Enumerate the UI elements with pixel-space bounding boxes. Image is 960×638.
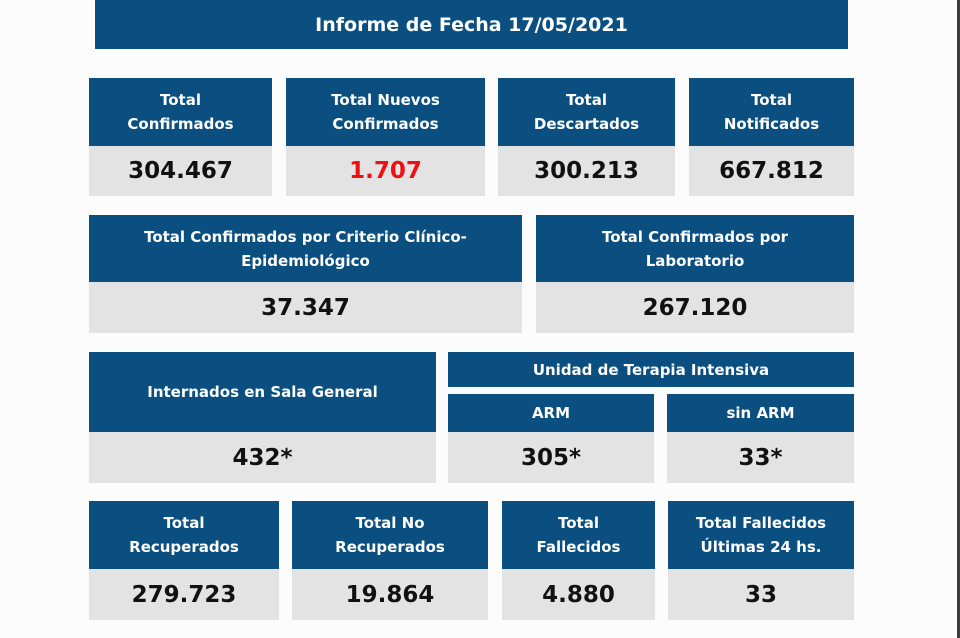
sin-arm-label: sin ARM <box>667 394 854 432</box>
arm-label: ARM <box>448 394 654 432</box>
total-fallecidos-value: 4.880 <box>502 569 655 620</box>
total-notificados-value: 667.812 <box>689 146 854 196</box>
total-nuevos-confirmados-value: 1.707 <box>286 146 485 196</box>
confirmados-laboratorio-value: 267.120 <box>536 282 854 333</box>
total-recuperados-value: 279.723 <box>89 569 279 620</box>
report-title: Informe de Fecha 17/05/2021 <box>95 0 848 49</box>
total-no-recuperados-value: 19.864 <box>292 569 488 620</box>
sala-general-value: 432* <box>89 432 436 483</box>
total-recuperados-label: Total Recuperados <box>89 501 279 569</box>
window-edge <box>957 0 960 638</box>
total-notificados-label: Total Notificados <box>689 78 854 146</box>
confirmados-clinico-value: 37.347 <box>89 282 522 333</box>
fallecidos-24hs-value: 33 <box>668 569 854 620</box>
total-descartados-value: 300.213 <box>498 146 675 196</box>
fallecidos-24hs-label: Total Fallecidos Últimas 24 hs. <box>668 501 854 569</box>
confirmados-clinico-label: Total Confirmados por Criterio Clínico-E… <box>89 215 522 282</box>
sala-general-label: Internados en Sala General <box>89 352 436 432</box>
total-confirmados-label: Total Confirmados <box>89 78 272 146</box>
total-descartados-label: Total Descartados <box>498 78 675 146</box>
total-confirmados-value: 304.467 <box>89 146 272 196</box>
arm-value: 305* <box>448 432 654 483</box>
total-no-recuperados-label: Total No Recuperados <box>292 501 488 569</box>
uti-label: Unidad de Terapia Intensiva <box>448 352 854 387</box>
sin-arm-value: 33* <box>667 432 854 483</box>
confirmados-laboratorio-label: Total Confirmados por Laboratorio <box>536 215 854 282</box>
total-nuevos-confirmados-label: Total Nuevos Confirmados <box>286 78 485 146</box>
total-fallecidos-label: Total Fallecidos <box>502 501 655 569</box>
